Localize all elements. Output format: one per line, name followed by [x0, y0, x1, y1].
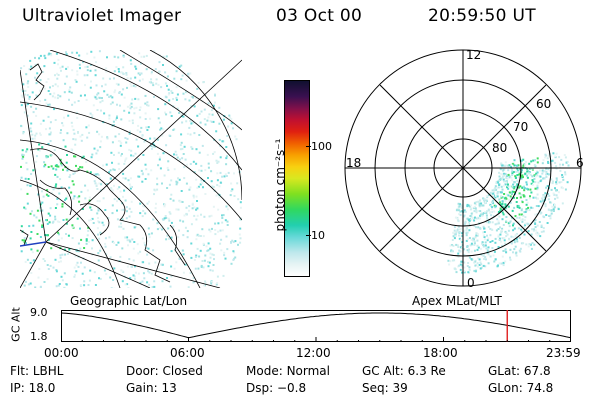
- timeline-right-title: Apex MLat/MLT: [412, 294, 502, 308]
- geographic-image-panel: [20, 50, 242, 288]
- time-label: 20:59:50 UT: [428, 6, 536, 26]
- date-label: 03 Oct 00: [276, 6, 363, 26]
- mlt-label-0: 0: [467, 276, 475, 290]
- colorbar-tick-10: 10: [311, 229, 325, 242]
- lat-label-60: 60: [536, 97, 552, 111]
- colorbar-tick-100: 100: [311, 140, 332, 153]
- colorbar-unit-label: photon cm⁻²s⁻¹: [273, 138, 287, 232]
- info-door: Door: Closed: [126, 364, 203, 378]
- timeline-left-title: Geographic Lat/Lon: [70, 294, 188, 308]
- timeline-xtick-23-59: 23:59: [546, 346, 581, 360]
- info-seq: Seq: 39: [362, 381, 408, 395]
- info-glon: GLon: 74.8: [488, 381, 554, 395]
- info-dsp: Dsp: −0.8: [246, 381, 307, 395]
- info-ip: IP: 18.0: [10, 381, 56, 395]
- info-flt: Flt: LBHL: [10, 364, 64, 378]
- info-gc-alt: GC Alt: 6.3 Re: [362, 364, 446, 378]
- timeline-xtick-18: 18:00: [423, 346, 458, 360]
- mlt-label-18: 18: [346, 156, 362, 170]
- timeline-xtick-12: 12:00: [296, 346, 331, 360]
- lat-label-80: 80: [492, 141, 508, 155]
- altitude-timeline: [61, 310, 571, 342]
- instrument-title: Ultraviolet Imager: [22, 6, 182, 26]
- info-glat: GLat: 67.8: [488, 364, 551, 378]
- info-gain: Gain: 13: [126, 381, 177, 395]
- timeline-ytick-1-8: 1.8: [30, 330, 48, 343]
- mlt-label-12: 12: [466, 48, 482, 62]
- timeline-xtick-6: 06:00: [170, 346, 205, 360]
- timeline-axis-label: GC Alt: [9, 307, 23, 342]
- polar-plot: [344, 49, 582, 287]
- mlt-label-6: 6: [576, 156, 584, 170]
- timeline-ytick-9: 9.0: [30, 306, 48, 319]
- lat-label-70: 70: [513, 120, 529, 134]
- timeline-xtick-0: 00:00: [44, 346, 79, 360]
- info-mode: Mode: Normal: [246, 364, 330, 378]
- colorbar: [284, 80, 310, 277]
